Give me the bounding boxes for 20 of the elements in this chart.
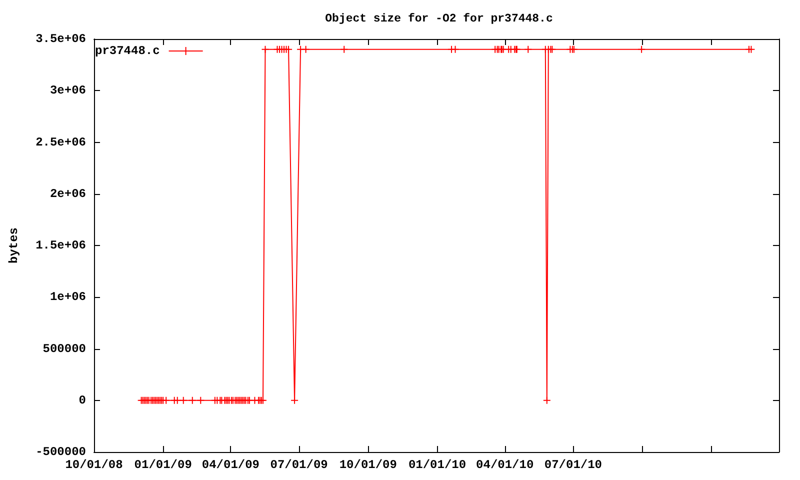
y-tick-label: 3e+06 (50, 84, 86, 98)
y-tick-label: -500000 (36, 445, 86, 459)
chart-title: Object size for -O2 for pr37448.c (325, 12, 553, 26)
x-tick-label: 04/01/10 (476, 458, 534, 472)
y-tick-label: 2.5e+06 (36, 135, 86, 150)
x-tick-label: 04/01/09 (202, 458, 260, 472)
y-axis-title: bytes (7, 227, 21, 264)
y-tick-label: 3.5e+06 (36, 32, 86, 46)
x-tick-label: 10/01/08 (65, 458, 123, 472)
y-tick-label: 2e+06 (50, 186, 86, 201)
x-tick-label: 07/01/09 (270, 458, 328, 472)
x-tick-label: 10/01/09 (339, 458, 397, 472)
x-tick-label: 01/01/10 (408, 458, 466, 472)
x-tick-label: 07/01/10 (544, 458, 602, 472)
y-tick-label: 0 (78, 393, 86, 408)
y-tick-label: 1e+06 (50, 290, 86, 304)
y-tick-label: 500000 (42, 342, 86, 356)
y-tick-label: 1.5e+06 (36, 238, 86, 252)
legend-label: pr37448.c (95, 44, 160, 58)
x-tick-label: 01/01/09 (134, 458, 192, 472)
